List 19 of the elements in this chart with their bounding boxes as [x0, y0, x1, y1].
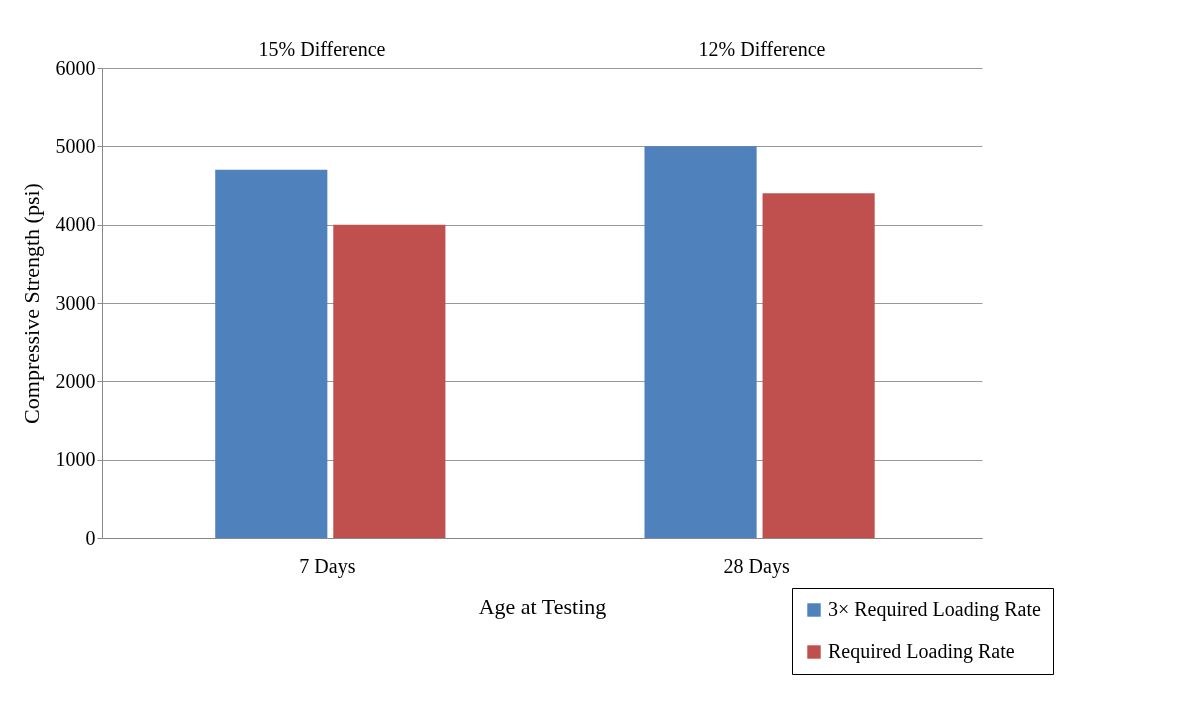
x-tick-label: 7 Days [299, 554, 356, 578]
legend-label: Required Loading Rate [828, 640, 1015, 663]
y-tick-label: 4000 [55, 213, 96, 236]
bar [215, 169, 328, 538]
bar [644, 146, 757, 538]
bar [762, 193, 875, 538]
bar [333, 224, 446, 538]
y-tick-label: 5000 [55, 134, 96, 157]
x-axis-title: Age at Testing [478, 593, 607, 619]
x-tick-label: 28 Days [723, 554, 790, 578]
text: 12% Difference [698, 38, 826, 60]
legend-label: 3× Required Loading Rate [828, 598, 1042, 621]
y-tick-label: 1000 [55, 448, 96, 471]
y-tick-label: 3000 [55, 291, 96, 314]
text: 15% Difference [258, 38, 386, 60]
y-tick-label: 6000 [55, 56, 96, 79]
y-tick-label: 2000 [55, 369, 96, 392]
y-tick-label: 0 [85, 526, 96, 549]
y-axis-title: Compressive Strength (psi) [18, 183, 44, 424]
